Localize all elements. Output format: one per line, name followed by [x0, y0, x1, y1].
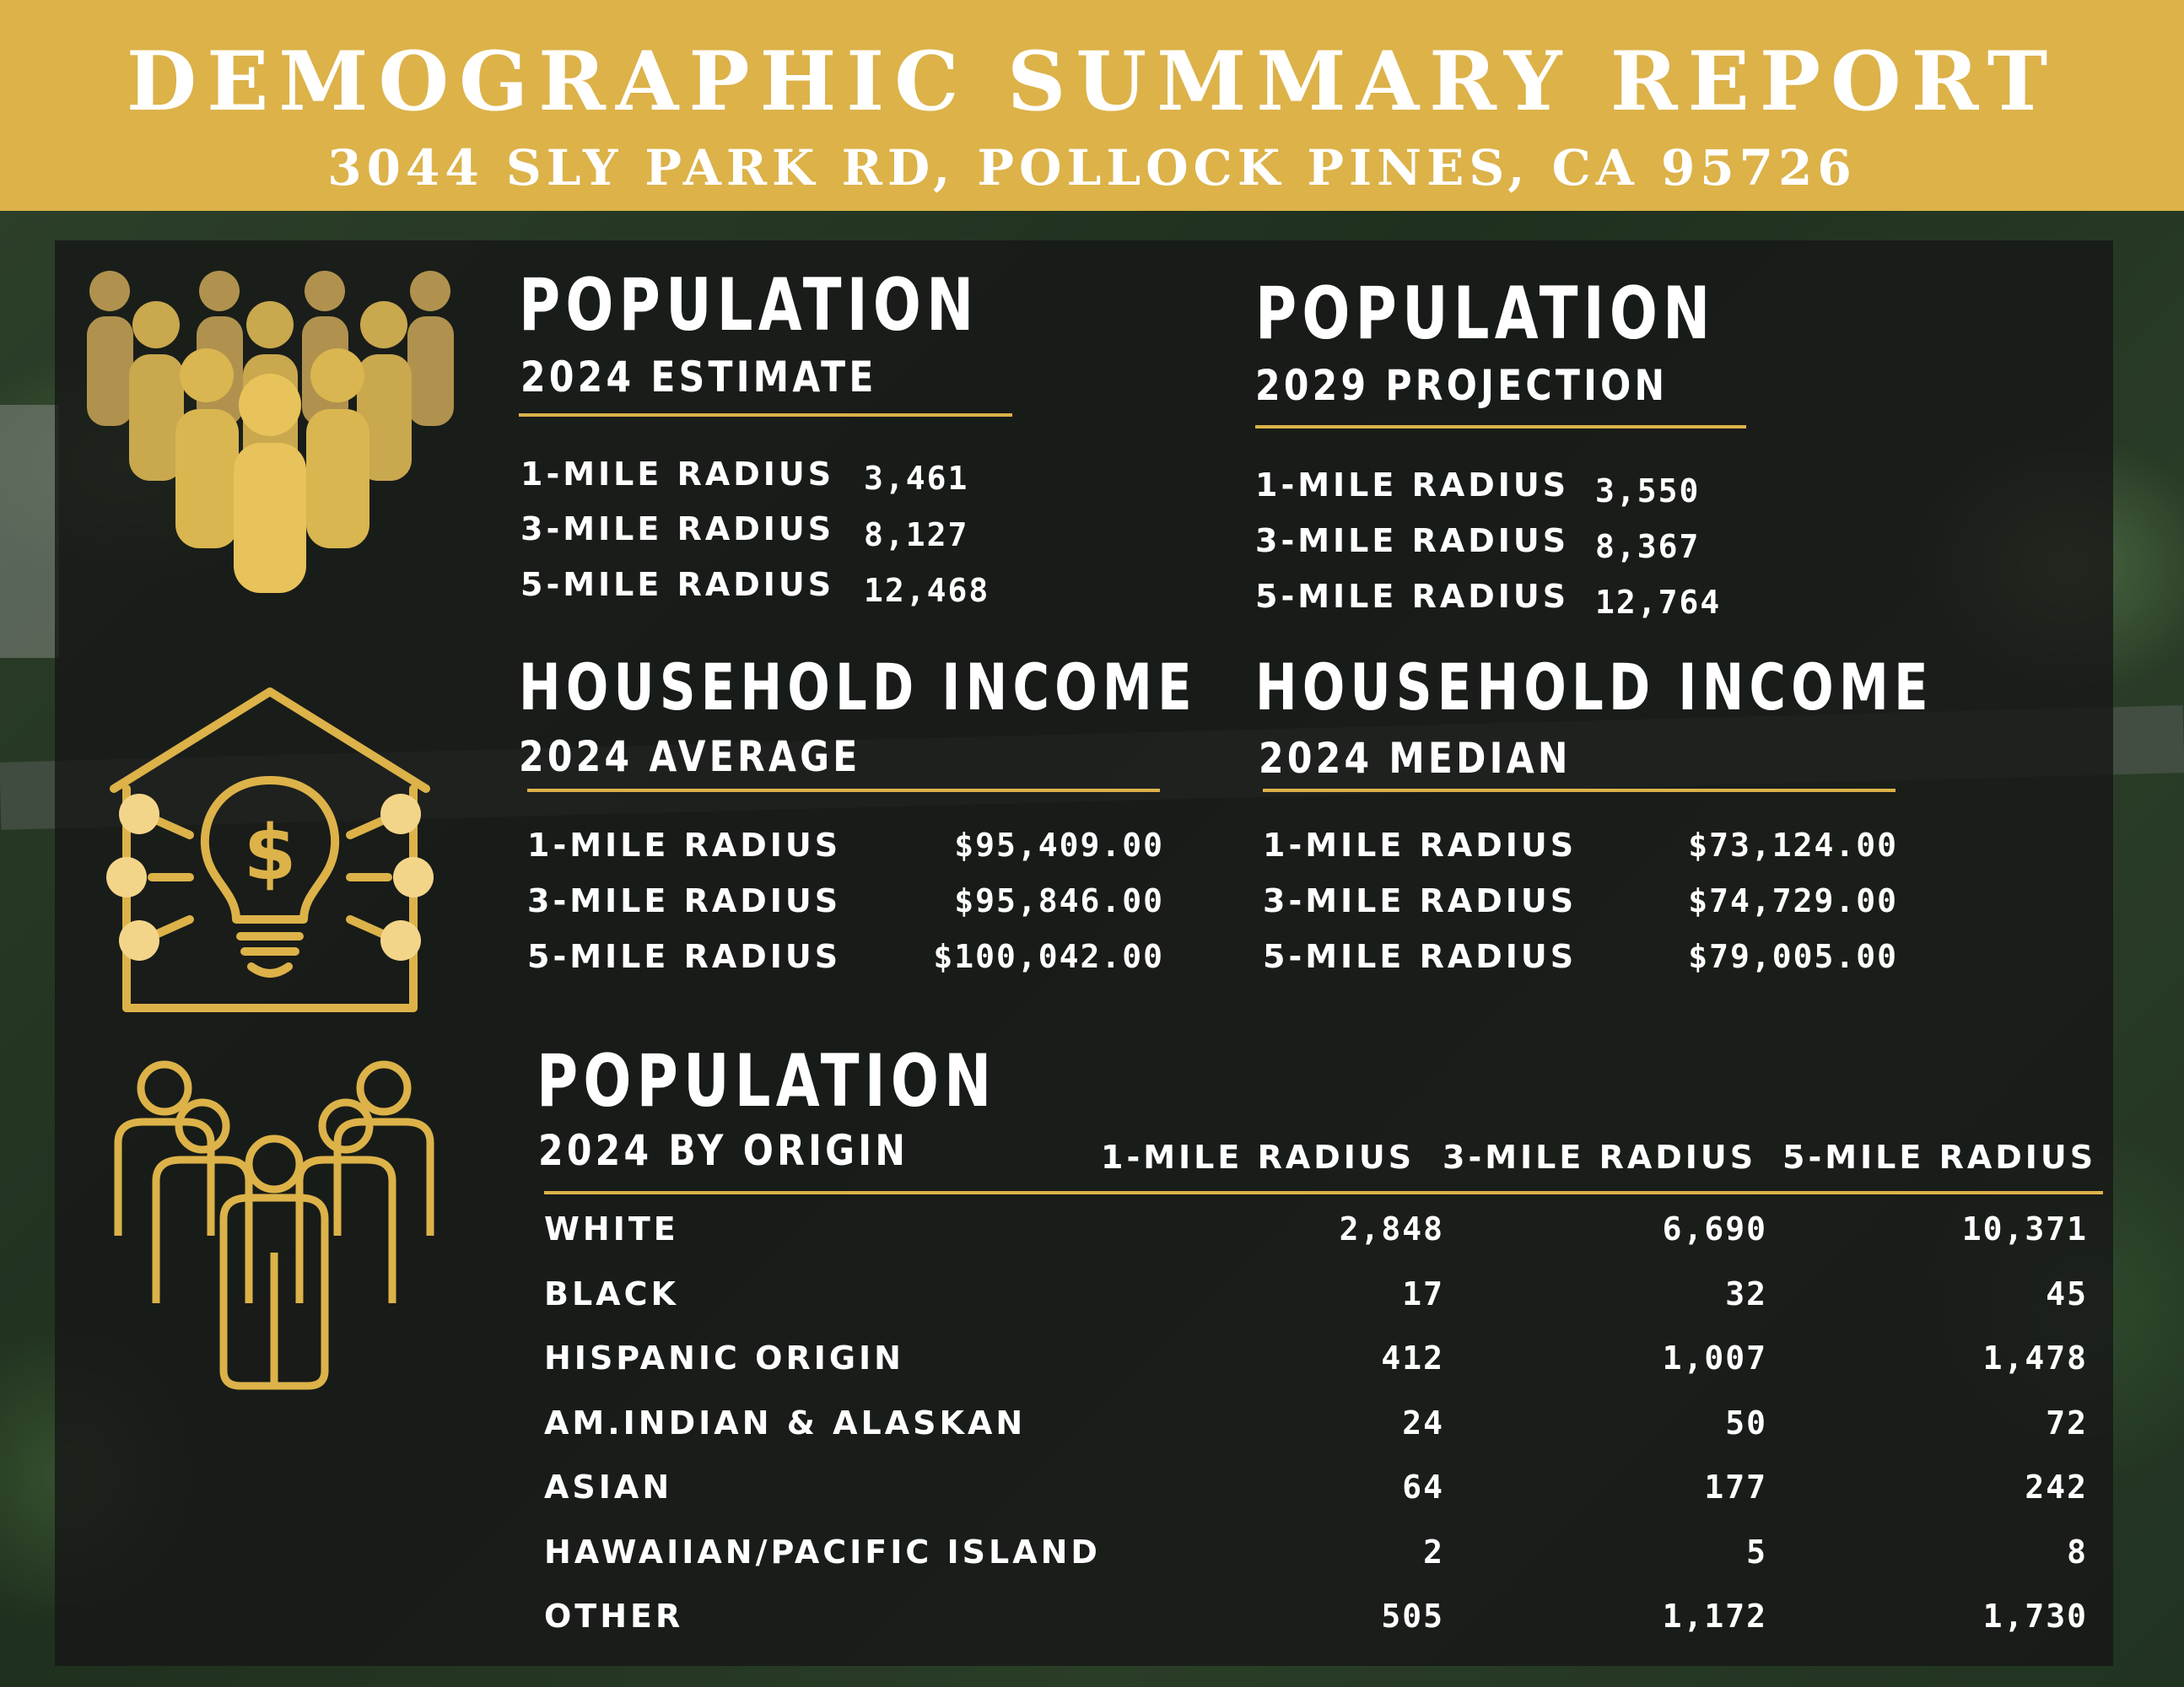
origin-row-value: 2	[1423, 1533, 1444, 1571]
origin-row-value: 32	[1725, 1275, 1767, 1312]
pop2024-row-label: 5-MILE RADIUS	[520, 566, 835, 603]
report-address: 3044 SLY PARK RD, POLLOCK PINES, CA 9572…	[327, 139, 1857, 197]
pop2024-row-label: 1-MILE RADIUS	[520, 455, 835, 493]
income-avg-subtitle: 2024 AVERAGE	[519, 732, 861, 781]
svg-text:$: $	[244, 809, 297, 897]
background-parking-lot	[0, 405, 59, 658]
origin-row-label: BLACK	[544, 1275, 679, 1312]
origin-column-header: 1-MILE RADIUS	[1101, 1139, 1416, 1176]
pop2024-rule	[519, 413, 1012, 417]
pop2029-subtitle: 2029 PROJECTION	[1255, 361, 1669, 410]
origin-row-label: AM.INDIAN & ALASKAN	[544, 1404, 1027, 1442]
income-med-row-value: $79,005.00	[1688, 938, 1898, 975]
origin-row-value: 505	[1381, 1598, 1444, 1635]
origin-column-header: 3-MILE RADIUS	[1443, 1139, 1757, 1176]
income-med-row-value: $73,124.00	[1688, 827, 1898, 864]
income-avg-row-value: $95,846.00	[954, 882, 1164, 919]
pop2024-row-value: 3,461	[864, 460, 969, 497]
people-outline-icon	[114, 1060, 434, 1390]
origin-row-label: ASIAN	[544, 1469, 673, 1506]
pop2029-row-label: 3-MILE RADIUS	[1255, 522, 1570, 559]
pop2029-row-value: 8,367	[1595, 528, 1701, 565]
income-med-row-label: 3-MILE RADIUS	[1263, 882, 1577, 919]
origin-row-value: 10,371	[1961, 1210, 2088, 1248]
income-avg-row-value: $100,042.00	[933, 938, 1164, 975]
origin-row-value: 45	[2046, 1275, 2088, 1312]
income-avg-row-value: $95,409.00	[954, 827, 1164, 864]
income-med-row-label: 1-MILE RADIUS	[1263, 827, 1577, 864]
income-avg-row-label: 1-MILE RADIUS	[527, 827, 842, 864]
pop2024-row-value: 12,468	[864, 572, 990, 609]
pop2024-subtitle: 2024 ESTIMATE	[520, 353, 877, 402]
people-crowd-icon	[87, 271, 454, 593]
origin-column-header: 5-MILE RADIUS	[1782, 1139, 2097, 1176]
report-title: DEMOGRAPHIC SUMMARY REPORT	[126, 34, 2058, 129]
pop2029-row-label: 5-MILE RADIUS	[1255, 578, 1570, 615]
pop2024-row-label: 3-MILE RADIUS	[520, 510, 835, 547]
origin-subtitle: 2024 BY ORIGIN	[538, 1126, 909, 1175]
pop2029-row-label: 1-MILE RADIUS	[1255, 466, 1570, 504]
origin-row-value: 412	[1381, 1339, 1444, 1377]
pop2024-row-value: 8,127	[864, 516, 969, 553]
origin-row-label: OTHER	[544, 1598, 684, 1635]
income-med-subtitle: 2024 MEDIAN	[1259, 734, 1572, 783]
origin-title: POPULATION	[537, 1039, 997, 1124]
origin-row-value: 6,690	[1662, 1210, 1767, 1248]
report-header: DEMOGRAPHIC SUMMARY REPORT 3044 SLY PARK…	[0, 0, 2184, 211]
origin-row-value: 64	[1402, 1469, 1444, 1506]
origin-row-value: 17	[1402, 1275, 1444, 1312]
pop2029-row-value: 12,764	[1595, 584, 1722, 621]
origin-rule	[544, 1191, 2103, 1194]
origin-row-label: HAWAIIAN/PACIFIC ISLAND	[544, 1533, 1101, 1571]
income-med-rule	[1263, 789, 1895, 792]
pop2029-row-value: 3,550	[1595, 472, 1701, 509]
origin-row-value: 72	[2046, 1404, 2088, 1442]
pop2029-title: POPULATION	[1255, 272, 1716, 356]
origin-row-value: 242	[2025, 1469, 2088, 1506]
origin-row-value: 177	[1704, 1469, 1767, 1506]
origin-row-value: 24	[1402, 1404, 1444, 1442]
income-med-row-label: 5-MILE RADIUS	[1263, 938, 1577, 975]
income-med-title: HOUSEHOLD INCOME	[1255, 649, 1933, 725]
origin-row-value: 1,730	[1982, 1598, 2088, 1635]
income-med-row-value: $74,729.00	[1688, 882, 1898, 919]
origin-row-label: HISPANIC ORIGIN	[544, 1339, 904, 1377]
income-avg-row-label: 3-MILE RADIUS	[527, 882, 842, 919]
origin-row-value: 2,848	[1339, 1210, 1444, 1248]
origin-row-value: 8	[2067, 1533, 2088, 1571]
origin-row-value: 1,007	[1662, 1339, 1767, 1377]
income-avg-title: HOUSEHOLD INCOME	[519, 649, 1197, 725]
origin-row-value: 1,478	[1982, 1339, 2088, 1377]
origin-row-label: WHITE	[544, 1210, 679, 1248]
pop2029-rule	[1255, 425, 1746, 428]
origin-row-value: 50	[1725, 1404, 1767, 1442]
house-lightbulb-dollar-icon: $	[106, 687, 434, 1012]
income-avg-row-label: 5-MILE RADIUS	[527, 938, 842, 975]
origin-row-value: 5	[1746, 1533, 1767, 1571]
pop2024-title: POPULATION	[519, 263, 979, 348]
income-avg-rule	[527, 789, 1160, 792]
origin-row-value: 1,172	[1662, 1598, 1767, 1635]
